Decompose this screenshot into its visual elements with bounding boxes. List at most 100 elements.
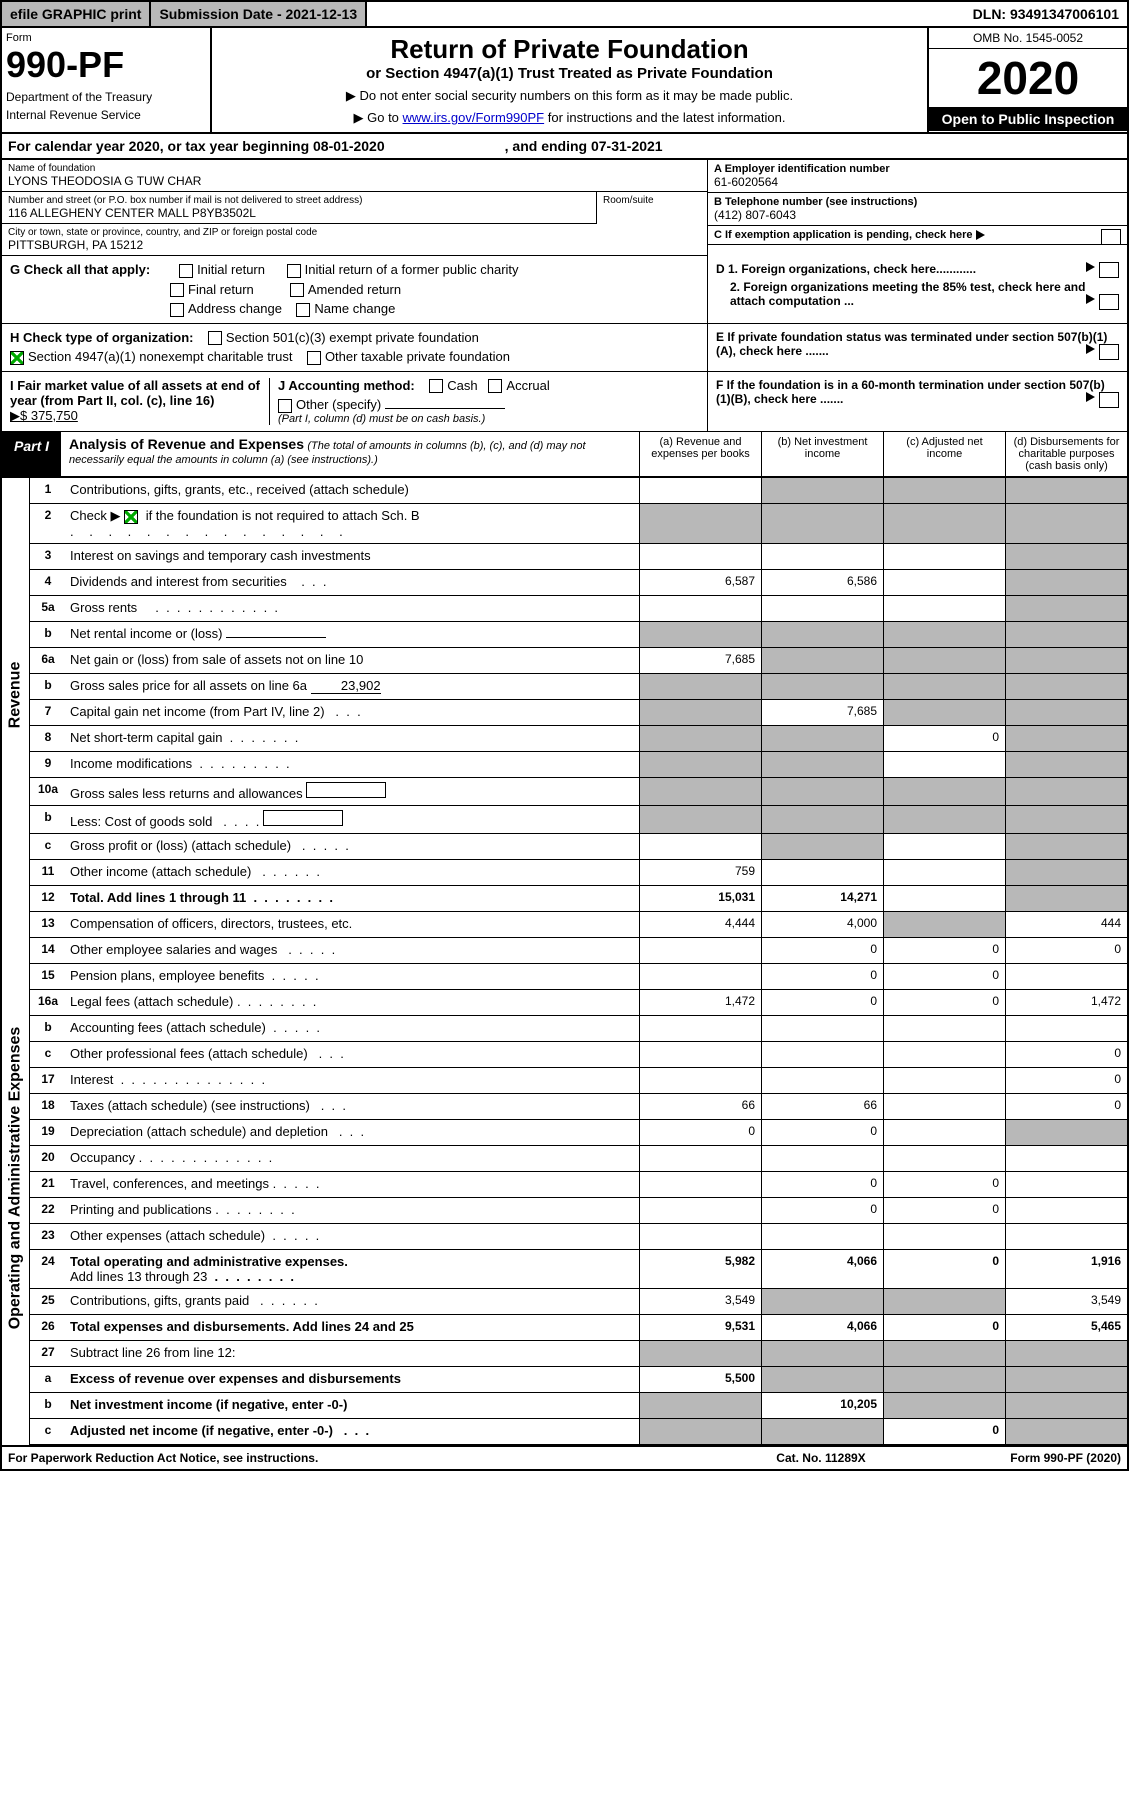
page-footer: For Paperwork Reduction Act Notice, see … <box>0 1447 1129 1471</box>
arrow-icon <box>1086 344 1095 354</box>
c-checkbox[interactable] <box>1101 229 1121 245</box>
arrow-icon <box>976 230 985 240</box>
table-row: b Less: Cost of goods sold . . . . <box>30 806 1127 834</box>
table-row: b Accounting fees (attach schedule) . . … <box>30 1016 1127 1042</box>
calendar-year-row: For calendar year 2020, or tax year begi… <box>0 134 1129 160</box>
table-row: 14 Other employee salaries and wages . .… <box>30 938 1127 964</box>
d2-checkbox[interactable] <box>1099 294 1119 310</box>
i-label: I Fair market value of all assets at end… <box>10 378 260 408</box>
form-number: 990-PF <box>6 44 206 86</box>
phone-label: B Telephone number (see instructions) <box>714 196 1121 208</box>
section-i-j-f: I Fair market value of all assets at end… <box>0 372 1129 432</box>
table-row: b Net investment income (if negative, en… <box>30 1393 1127 1419</box>
j-note: (Part I, column (d) must be on cash basi… <box>278 413 699 425</box>
top-bar: efile GRAPHIC print Submission Date - 20… <box>0 0 1129 28</box>
address: 116 ALLEGHENY CENTER MALL P8YB3502L <box>8 206 590 220</box>
schb-checkbox[interactable] <box>124 510 138 524</box>
city-label: City or town, state or province, country… <box>8 227 701 238</box>
table-row: 4 Dividends and interest from securities… <box>30 570 1127 596</box>
footer-form: Form 990-PF (2020) <box>921 1451 1121 1465</box>
omb-number: OMB No. 1545-0052 <box>929 28 1127 49</box>
form-header: Form 990-PF Department of the Treasury I… <box>0 28 1129 134</box>
h-501c3-checkbox[interactable] <box>208 331 222 345</box>
part-label: Part I <box>2 432 61 476</box>
table-row: c Gross profit or (loss) (attach schedul… <box>30 834 1127 860</box>
g-amended-checkbox[interactable] <box>290 283 304 297</box>
table-row: 21 Travel, conferences, and meetings . .… <box>30 1172 1127 1198</box>
f-checkbox[interactable] <box>1099 392 1119 408</box>
expenses-section: Operating and Administrative Expenses 13… <box>0 912 1129 1447</box>
footer-catno: Cat. No. 11289X <box>721 1451 921 1465</box>
table-row: 22 Printing and publications . . . . . .… <box>30 1198 1127 1224</box>
room-label: Room/suite <box>603 195 701 206</box>
d1-checkbox[interactable] <box>1099 262 1119 278</box>
city-state-zip: PITTSBURGH, PA 15212 <box>8 238 701 252</box>
irs-link[interactable]: www.irs.gov/Form990PF <box>403 110 545 125</box>
table-row: c Adjusted net income (if negative, ente… <box>30 1419 1127 1445</box>
table-row: 23 Other expenses (attach schedule) . . … <box>30 1224 1127 1250</box>
table-row: 16a Legal fees (attach schedule) . . . .… <box>30 990 1127 1016</box>
open-public: Open to Public Inspection <box>929 107 1127 131</box>
j-label: J Accounting method: <box>278 378 415 393</box>
col-b-header: (b) Net investment income <box>761 432 883 476</box>
g-initial-former-checkbox[interactable] <box>287 264 301 278</box>
j-other-checkbox[interactable] <box>278 399 292 413</box>
table-row: 1 Contributions, gifts, grants, etc., re… <box>30 478 1127 504</box>
table-row: 15 Pension plans, employee benefits . . … <box>30 964 1127 990</box>
col-d-header: (d) Disbursements for charitable purpose… <box>1005 432 1127 476</box>
table-row: 5a Gross rents . . . . . . . . . . . . <box>30 596 1127 622</box>
arrow-icon <box>1086 392 1095 402</box>
name-label: Name of foundation <box>8 163 701 174</box>
table-row: b Gross sales price for all assets on li… <box>30 674 1127 700</box>
form-note-2: ▶ Go to www.irs.gov/Form990PF for instru… <box>218 110 921 126</box>
h-4947-checkbox[interactable] <box>10 351 24 365</box>
table-row: 27 Subtract line 26 from line 12: <box>30 1341 1127 1367</box>
e-checkbox[interactable] <box>1099 344 1119 360</box>
j-accrual-checkbox[interactable] <box>488 379 502 393</box>
footer-paperwork: For Paperwork Reduction Act Notice, see … <box>8 1451 721 1465</box>
table-row: 19 Depreciation (attach schedule) and de… <box>30 1120 1127 1146</box>
table-row: 26 Total expenses and disbursements. Add… <box>30 1315 1127 1341</box>
cal-begin: For calendar year 2020, or tax year begi… <box>8 138 385 154</box>
table-row: c Other professional fees (attach schedu… <box>30 1042 1127 1068</box>
g-addr-change-checkbox[interactable] <box>170 303 184 317</box>
foundation-name: LYONS THEODOSIA G TUW CHAR <box>8 174 701 188</box>
addr-label: Number and street (or P.O. box number if… <box>8 195 590 206</box>
part-title: Analysis of Revenue and Expenses <box>69 436 304 452</box>
table-row: 12 Total. Add lines 1 through 11 . . . .… <box>30 886 1127 912</box>
efile-button[interactable]: efile GRAPHIC print <box>2 2 151 26</box>
i-value: ▶$ 375,750 <box>10 408 263 424</box>
table-row: a Excess of revenue over expenses and di… <box>30 1367 1127 1393</box>
g-final-checkbox[interactable] <box>170 283 184 297</box>
g-initial-checkbox[interactable] <box>179 264 193 278</box>
g-name-change-checkbox[interactable] <box>296 303 310 317</box>
form-label: Form <box>6 32 206 44</box>
c-label: C If exemption application is pending, c… <box>714 229 973 241</box>
table-row: 13 Compensation of officers, directors, … <box>30 912 1127 938</box>
table-row: 18 Taxes (attach schedule) (see instruct… <box>30 1094 1127 1120</box>
entity-info: Name of foundation LYONS THEODOSIA G TUW… <box>0 160 1129 256</box>
section-g-d: G Check all that apply: Initial return I… <box>0 256 1129 324</box>
dept-treasury: Department of the Treasury <box>6 90 206 104</box>
table-row: 3 Interest on savings and temporary cash… <box>30 544 1127 570</box>
table-row: 20 Occupancy . . . . . . . . . . . . . <box>30 1146 1127 1172</box>
table-row: 17 Interest . . . . . . . . . . . . . . … <box>30 1068 1127 1094</box>
h-other-checkbox[interactable] <box>307 351 321 365</box>
cal-end: , and ending 07-31-2021 <box>505 138 663 154</box>
tax-year: 2020 <box>929 49 1127 107</box>
table-row: 6a Net gain or (loss) from sale of asset… <box>30 648 1127 674</box>
table-row: 24 Total operating and administrative ex… <box>30 1250 1127 1289</box>
d2-label: 2. Foreign organizations meeting the 85%… <box>730 280 1085 308</box>
dln: DLN: 93491347006101 <box>965 2 1127 26</box>
j-cash-checkbox[interactable] <box>429 379 443 393</box>
arrow-icon <box>1086 294 1095 304</box>
expenses-side-label: Operating and Administrative Expenses <box>2 912 30 1445</box>
g-label: G Check all that apply: <box>10 262 150 277</box>
col-c-header: (c) Adjusted net income <box>883 432 1005 476</box>
table-row: 25 Contributions, gifts, grants paid . .… <box>30 1289 1127 1315</box>
revenue-side-label: Revenue <box>2 478 30 912</box>
revenue-section: Revenue 1 Contributions, gifts, grants, … <box>0 478 1129 912</box>
table-row: 10a Gross sales less returns and allowan… <box>30 778 1127 806</box>
ein-label: A Employer identification number <box>714 163 1121 175</box>
form-title: Return of Private Foundation <box>218 34 921 65</box>
